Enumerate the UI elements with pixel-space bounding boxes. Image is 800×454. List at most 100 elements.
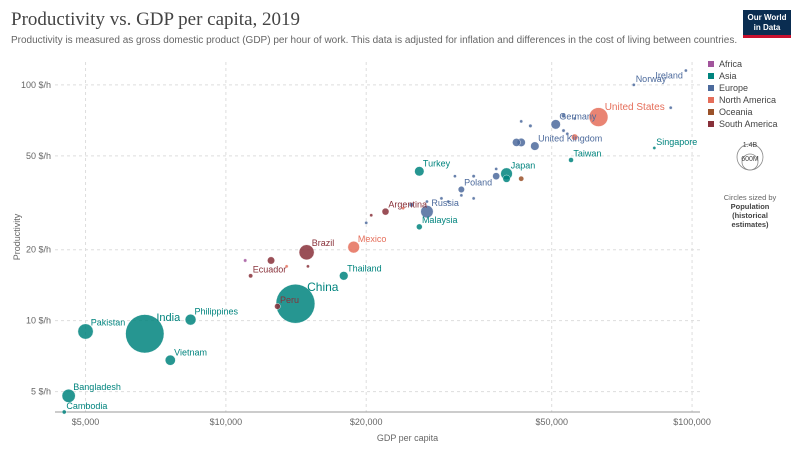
point[interactable] <box>565 132 570 136</box>
point[interactable] <box>492 172 500 180</box>
legend-item-south-america[interactable]: South America <box>708 118 778 130</box>
point-poland[interactable] <box>457 186 465 193</box>
point-label: Russia <box>431 198 459 208</box>
point-norway[interactable] <box>632 83 636 87</box>
size-label-bottom: 600M <box>741 156 759 163</box>
size-variable: Population (historical estimates) <box>730 202 770 229</box>
point-label: Bangladesh <box>73 382 121 392</box>
legend-label: Asia <box>719 71 737 81</box>
point[interactable] <box>408 202 414 208</box>
legend-swatch <box>708 97 714 103</box>
point-turkey[interactable] <box>414 166 425 177</box>
size-legend-circles: 1.4B 600M <box>736 142 764 171</box>
point-label: China <box>307 280 339 294</box>
point[interactable] <box>519 119 523 124</box>
point-label: India <box>156 312 181 324</box>
point-mexico[interactable] <box>347 241 360 254</box>
y-tick-label: 20 $/h <box>26 245 51 255</box>
point-label: United States <box>605 102 665 113</box>
legend-label: South America <box>719 119 778 129</box>
point[interactable] <box>494 167 498 171</box>
point-pakistan[interactable] <box>77 323 94 340</box>
chart-subtitle: Productivity is measured as gross domest… <box>11 35 738 46</box>
point-argentina[interactable] <box>381 207 390 216</box>
point[interactable] <box>528 123 533 128</box>
point[interactable] <box>561 128 566 133</box>
point[interactable] <box>401 206 405 210</box>
point-label: Peru <box>280 295 299 305</box>
x-tick-label: $10,000 <box>210 417 243 427</box>
point-label: Turkey <box>423 159 451 169</box>
y-tick-label: 5 $/h <box>31 387 51 397</box>
point-label: Vietnam <box>174 347 207 357</box>
point[interactable] <box>446 199 451 204</box>
point-bangladesh[interactable] <box>61 389 76 403</box>
legend-swatch <box>708 121 714 127</box>
legend-swatch <box>708 109 714 115</box>
point-united-kingdom[interactable] <box>530 141 540 151</box>
continent-legend: Africa Asia Europe North America Oceania… <box>708 58 778 130</box>
point[interactable] <box>571 133 579 141</box>
size-circle-small <box>741 153 759 171</box>
legend-item-asia[interactable]: Asia <box>708 70 778 82</box>
point[interactable] <box>369 213 374 218</box>
legend-item-north-america[interactable]: North America <box>708 94 778 106</box>
point-germany[interactable] <box>550 119 561 130</box>
point[interactable] <box>471 196 476 201</box>
x-axis-label: GDP per capita <box>377 433 438 443</box>
legend-swatch <box>708 61 714 67</box>
point[interactable] <box>243 258 248 263</box>
point-united-states[interactable] <box>588 107 609 127</box>
point-thailand[interactable] <box>339 271 349 281</box>
point-label: Ireland <box>655 71 683 81</box>
point-russia[interactable] <box>420 205 434 219</box>
point-malaysia[interactable] <box>416 223 423 230</box>
legend-item-europe[interactable]: Europe <box>708 82 778 94</box>
point-vietnam[interactable] <box>165 354 176 366</box>
owid-logo[interactable]: Our World in Data <box>743 10 791 38</box>
x-tick-label: $50,000 <box>535 417 568 427</box>
point-singapore[interactable] <box>652 146 657 150</box>
point-cambodia[interactable] <box>61 409 67 415</box>
legend-item-africa[interactable]: Africa <box>708 58 778 70</box>
y-tick-label: 50 $/h <box>26 151 51 161</box>
point-label: Poland <box>464 178 492 188</box>
size-label-top: 1.4B <box>743 142 758 149</box>
point[interactable] <box>425 199 429 204</box>
legend-swatch <box>708 73 714 79</box>
point[interactable] <box>306 264 310 269</box>
x-tick-label: $100,000 <box>673 417 711 427</box>
point-label: Philippines <box>195 307 239 317</box>
y-axis-label: Productivity <box>12 213 22 260</box>
point-peru[interactable] <box>274 303 281 310</box>
logo-line-1: Our World <box>747 13 787 22</box>
point-philippines[interactable] <box>184 314 197 326</box>
y-tick-label: 10 $/h <box>26 316 51 326</box>
point-brazil[interactable] <box>298 244 315 261</box>
size-note-text: Circles sized by <box>723 193 777 202</box>
point-label: Taiwan <box>573 149 601 159</box>
legend-item-oceania[interactable]: Oceania <box>708 106 778 118</box>
point[interactable] <box>668 105 673 110</box>
point[interactable] <box>512 138 521 147</box>
point[interactable] <box>267 256 275 265</box>
point[interactable] <box>364 221 369 225</box>
point[interactable] <box>502 174 511 183</box>
point[interactable] <box>459 193 464 198</box>
legend-label: Africa <box>719 59 743 69</box>
point[interactable] <box>453 174 457 178</box>
point-ireland[interactable] <box>684 68 688 73</box>
x-tick-label: $5,000 <box>72 417 100 427</box>
point-ecuador[interactable] <box>248 273 253 279</box>
point-taiwan[interactable] <box>568 157 574 163</box>
point[interactable] <box>518 175 524 182</box>
point[interactable] <box>284 264 289 269</box>
legend-label: North America <box>719 95 777 105</box>
point[interactable] <box>561 113 566 119</box>
point-india[interactable] <box>125 314 165 354</box>
point[interactable] <box>471 174 476 179</box>
point[interactable] <box>572 116 577 121</box>
point[interactable] <box>439 196 444 201</box>
point-label: Thailand <box>347 263 382 273</box>
point-label: Brazil <box>312 238 335 248</box>
